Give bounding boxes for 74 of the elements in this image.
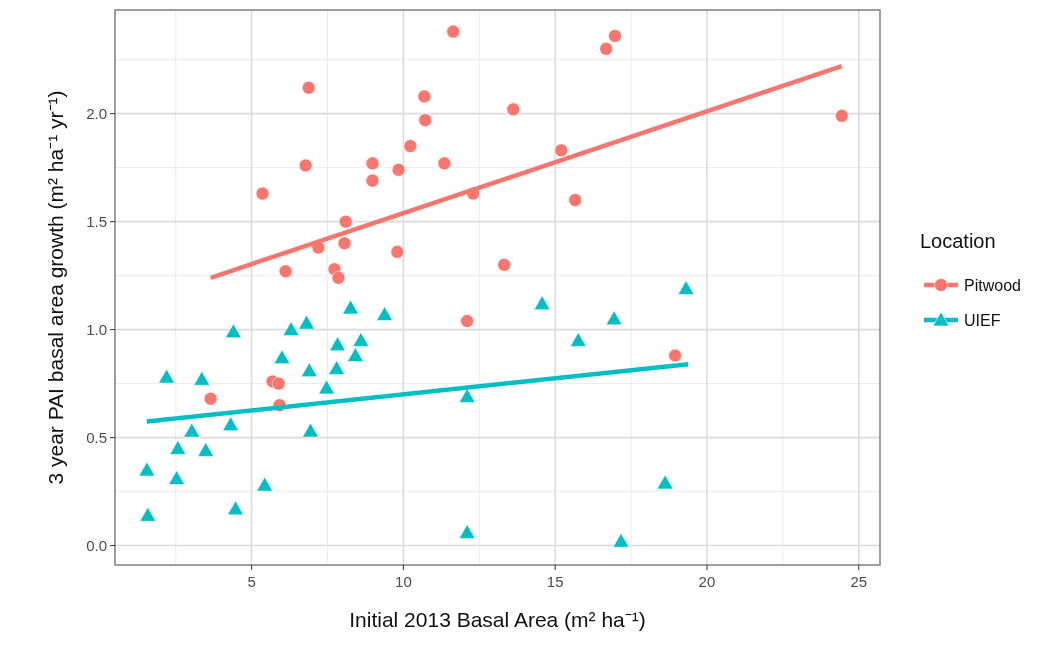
point — [302, 422, 319, 438]
point — [656, 474, 674, 490]
point — [331, 270, 346, 285]
point — [599, 42, 613, 56]
point — [612, 532, 630, 548]
point — [301, 80, 316, 95]
point — [328, 360, 345, 375]
point — [300, 362, 318, 377]
point — [677, 280, 695, 295]
point — [225, 323, 242, 339]
point — [347, 347, 364, 362]
x-axis-title: Initial 2013 Basal Area (m² ha⁻¹) — [349, 608, 646, 631]
point — [569, 332, 587, 347]
y-tick-label: 1.0 — [86, 320, 107, 338]
point — [169, 440, 187, 455]
point — [437, 156, 452, 171]
point — [533, 295, 551, 310]
point — [390, 245, 405, 259]
point — [568, 193, 583, 207]
x-tick-label: 25 — [850, 573, 868, 590]
point — [168, 470, 185, 485]
point — [183, 422, 201, 438]
y-tick-label: 0.5 — [86, 428, 107, 446]
point — [222, 416, 239, 431]
point — [506, 102, 521, 117]
point — [298, 158, 313, 173]
point — [460, 314, 474, 328]
x-tick-label: 5 — [247, 573, 256, 590]
point — [834, 109, 849, 123]
point — [605, 310, 623, 326]
point — [203, 391, 218, 406]
point — [338, 214, 353, 229]
point — [197, 442, 215, 457]
point — [365, 156, 380, 171]
point — [256, 476, 273, 492]
point — [298, 314, 315, 330]
point — [458, 524, 476, 539]
point — [376, 306, 393, 321]
point — [391, 163, 406, 177]
x-tick-label: 20 — [698, 573, 716, 590]
point — [352, 332, 370, 347]
point — [271, 376, 286, 391]
point — [318, 379, 335, 395]
point — [497, 258, 511, 272]
y-tick-label: 1.5 — [86, 212, 107, 230]
point — [329, 336, 346, 352]
point — [418, 113, 433, 127]
point — [668, 348, 682, 363]
legend-label: UIEF — [964, 311, 1001, 329]
point — [554, 143, 569, 158]
point — [255, 186, 270, 201]
point — [342, 299, 359, 315]
point — [139, 507, 157, 522]
x-tick-label: 10 — [395, 573, 412, 590]
point — [458, 388, 476, 403]
point — [138, 461, 156, 477]
y-tick-label: 2.0 — [86, 104, 107, 122]
point — [278, 264, 293, 279]
legend-title: Location — [920, 230, 996, 252]
point — [193, 370, 211, 386]
y-axis-title: 3 year PAI basal area growth (m² ha⁻¹ yr⁻¹) — [44, 90, 67, 485]
x-tick-label: 15 — [546, 573, 564, 590]
point — [608, 29, 622, 43]
point — [417, 89, 432, 104]
point — [158, 368, 175, 384]
point — [365, 173, 380, 188]
point — [446, 24, 460, 39]
point — [403, 139, 418, 153]
y-tick-label: 0.0 — [86, 536, 107, 554]
point — [337, 236, 352, 251]
point — [227, 500, 244, 516]
point — [282, 321, 300, 336]
legend-label: Pitwood — [964, 276, 1021, 294]
point — [273, 349, 291, 364]
